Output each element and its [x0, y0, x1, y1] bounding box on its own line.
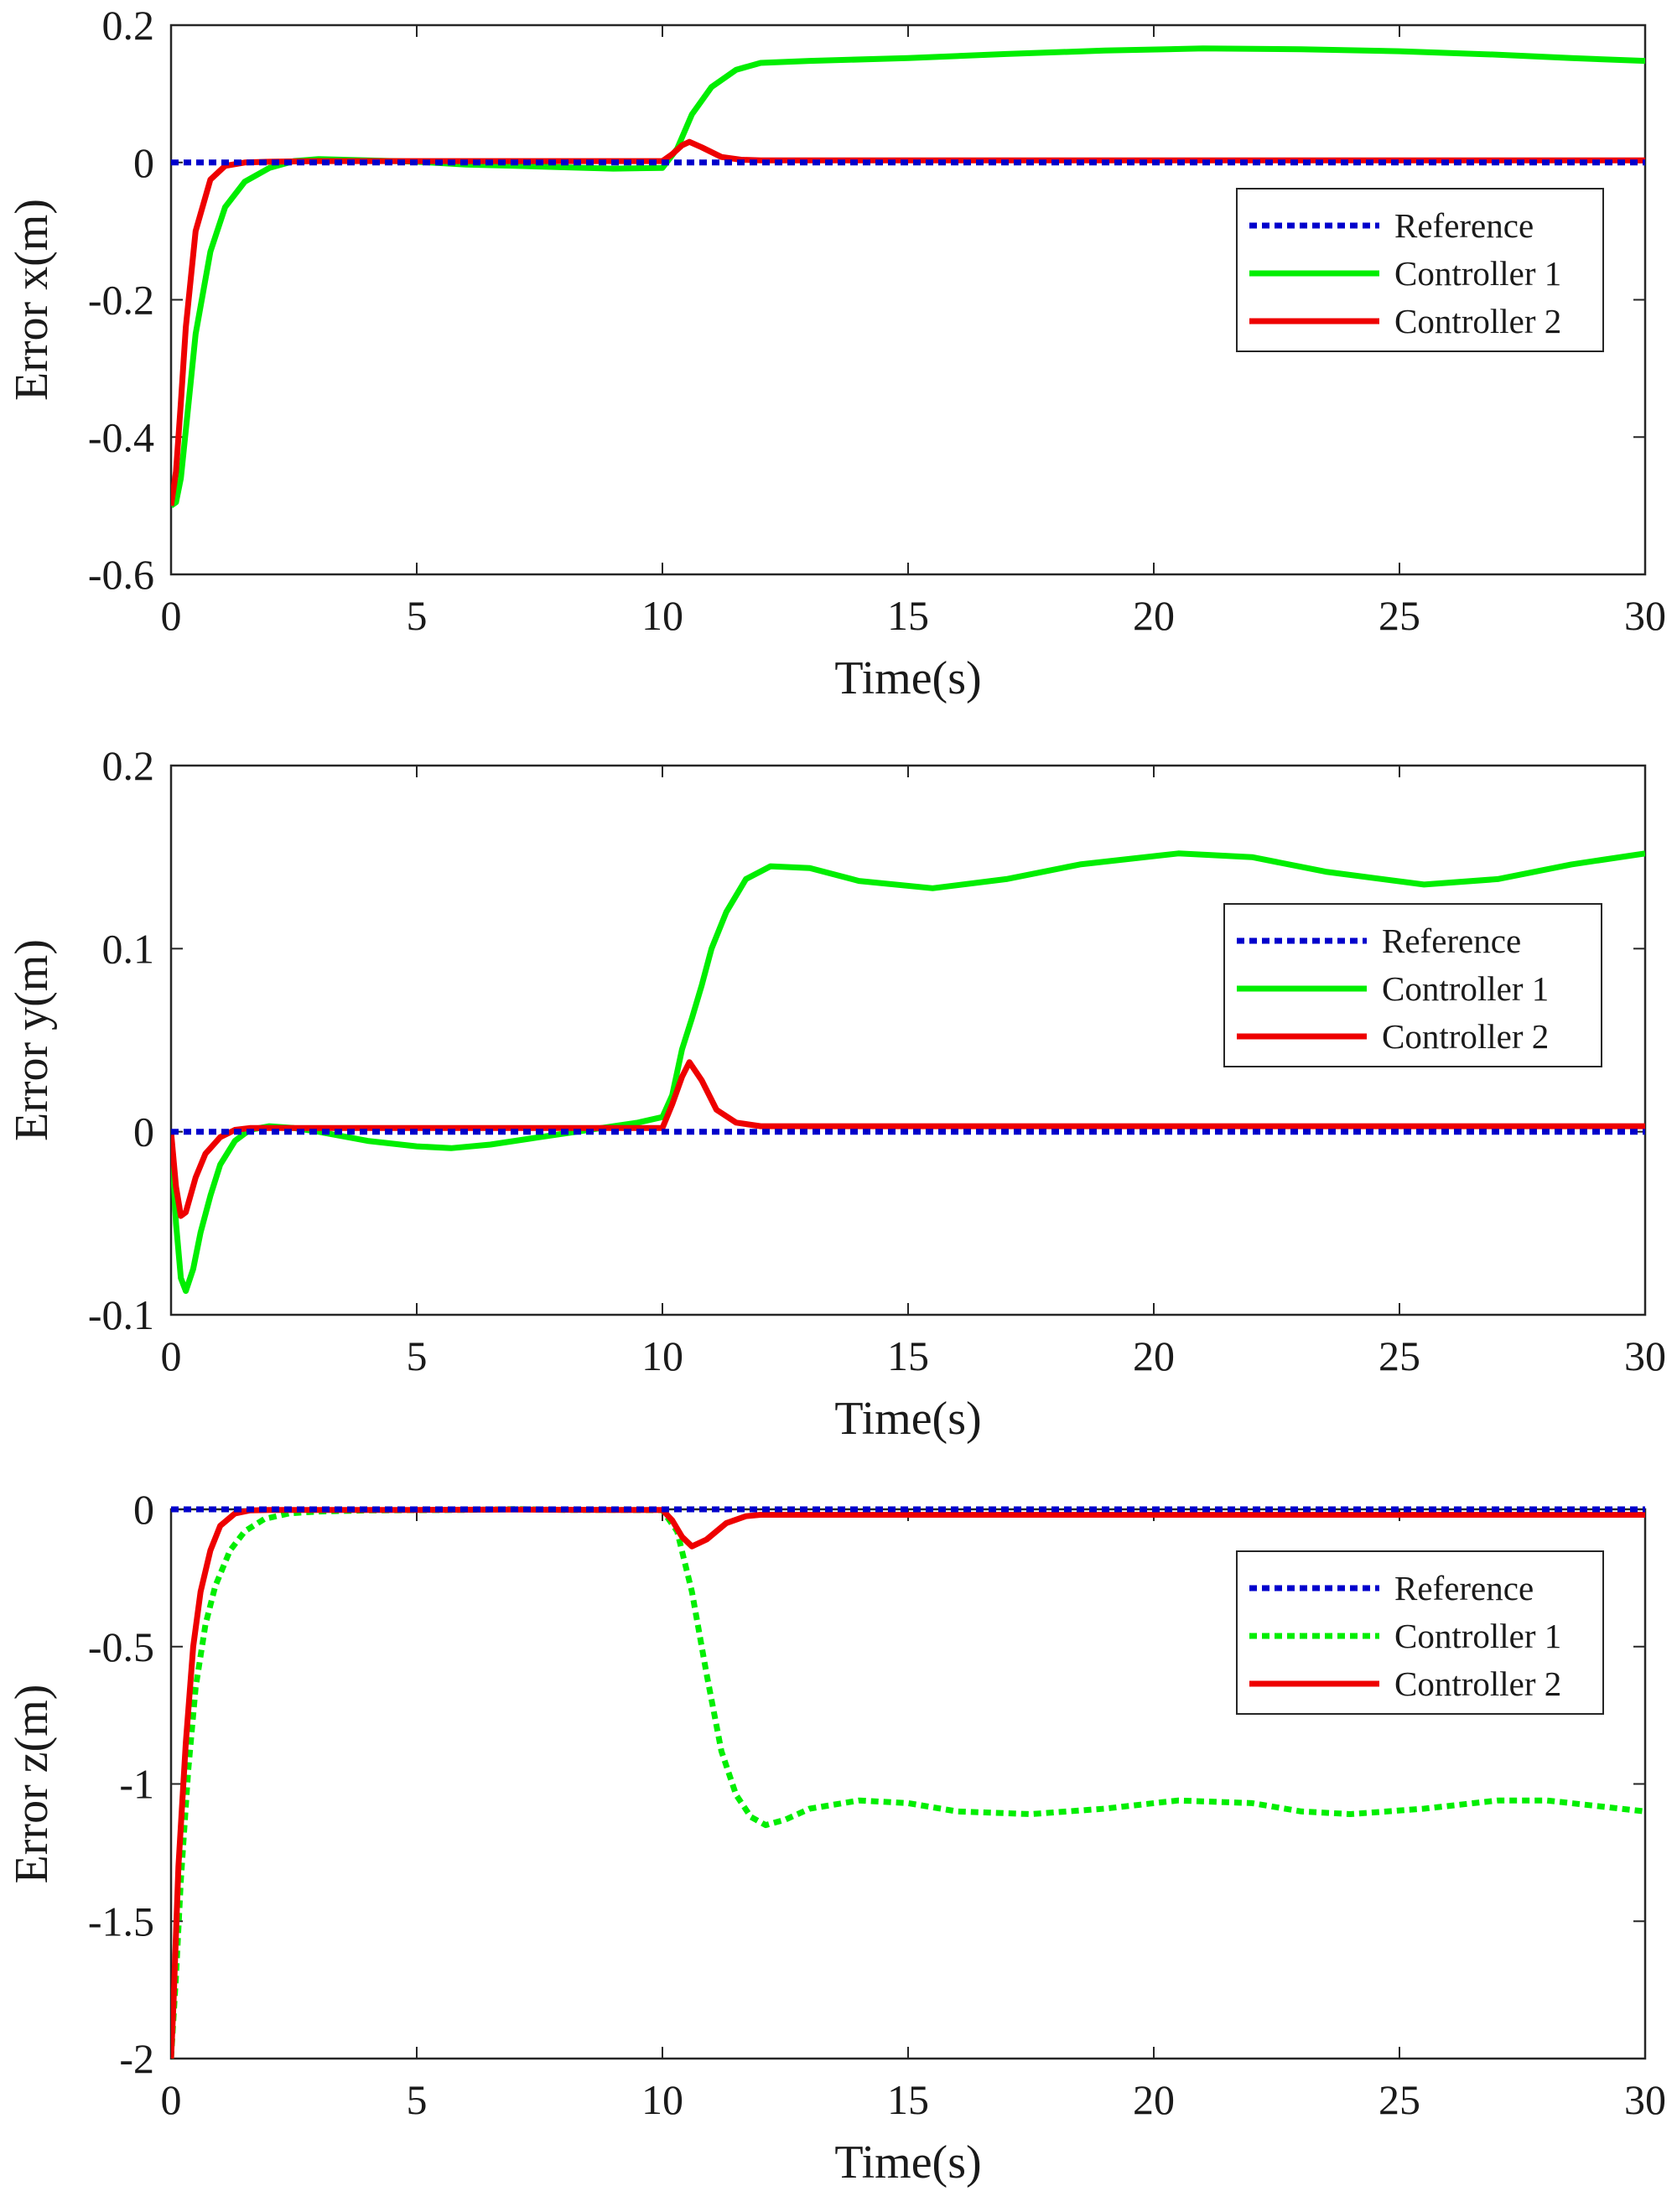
y-tick-label: -2	[119, 2035, 154, 2082]
x-tick-label: 0	[161, 2076, 182, 2123]
x-axis-label: Time(s)	[834, 2137, 981, 2189]
series-controller-1-line	[171, 45, 1645, 508]
y-tick-label: -1.5	[88, 1898, 154, 1945]
y-tick-label: -0.6	[88, 551, 154, 598]
y-tick-label: 0	[133, 139, 154, 186]
legend-label: Reference	[1394, 1569, 1534, 1607]
x-tick-label: 30	[1624, 1332, 1666, 1379]
x-axis-label: Time(s)	[834, 1393, 981, 1445]
y-tick-label: -0.1	[88, 1291, 154, 1338]
x-tick-label: 20	[1133, 592, 1175, 639]
legend-box	[1236, 188, 1604, 352]
panel-error-z: 0 5 10 15 20 25 30 0 -0.5 -1 -1.5 -2 Time(s) Error z(…	[6, 1486, 1666, 2189]
x-tick-label: 25	[1378, 2076, 1420, 2123]
legend: Reference Controller 1 Controller 2	[1236, 188, 1604, 352]
x-tick-label: 15	[887, 2076, 929, 2123]
x-axis-label: Time(s)	[834, 652, 981, 704]
y-tick-label: 0	[133, 1109, 154, 1155]
legend-label: Controller 1	[1382, 969, 1549, 1008]
y-tick-label: 0	[133, 1486, 154, 1533]
x-tick-label: 25	[1378, 592, 1420, 639]
x-tick-label: 10	[641, 1332, 683, 1379]
x-tick-label: 5	[407, 2076, 428, 2123]
y-tick-label: 0.2	[102, 2, 155, 49]
legend-label: Reference	[1394, 206, 1534, 245]
x-tick-label: 0	[161, 592, 182, 639]
series-controller-1-line	[171, 1506, 1645, 2059]
x-tick-label: 25	[1378, 1332, 1420, 1379]
x-tick-label: 0	[161, 1332, 182, 1379]
x-tick-label: 30	[1624, 2076, 1666, 2123]
series-controller-2-line	[171, 1059, 1645, 1219]
legend-label: Controller 1	[1394, 254, 1561, 293]
x-tick-label: 10	[641, 2076, 683, 2123]
legend-label: Controller 2	[1394, 1664, 1561, 1703]
x-tick-label: 20	[1133, 2076, 1175, 2123]
y-axis-label: Error z(m)	[6, 1685, 58, 1884]
y-tick-label: -0.5	[88, 1623, 154, 1670]
x-tick-label: 5	[407, 592, 428, 639]
y-tick-label: 0.1	[102, 925, 155, 972]
y-axis-label: Error x(m)	[6, 199, 58, 401]
panel-error-x: 0 5 10 15 20 25 30 0.2 0 -0.2 -0.4 -0.6 Time(s) Error…	[6, 2, 1666, 704]
legend-label: Reference	[1382, 922, 1521, 960]
y-tick-label: -0.4	[88, 413, 154, 460]
x-tick-label: 15	[887, 592, 929, 639]
x-tick-label: 30	[1624, 592, 1666, 639]
legend-label: Controller 2	[1394, 302, 1561, 340]
y-axis-label: Error y(m)	[6, 939, 58, 1141]
x-tick-label: 20	[1133, 1332, 1175, 1379]
legend: Reference Controller 1 Controller 2	[1223, 903, 1602, 1067]
y-tick-label: -0.2	[88, 277, 154, 324]
x-tick-label: 10	[641, 592, 683, 639]
legend-box	[1236, 1550, 1604, 1715]
x-tick-label: 15	[887, 1332, 929, 1379]
y-tick-label: 0.2	[102, 742, 155, 789]
legend-label: Controller 1	[1394, 1617, 1561, 1655]
series-controller-1-line	[171, 850, 1645, 1295]
legend: Reference Controller 1 Controller 2	[1236, 1550, 1604, 1715]
legend-label: Controller 2	[1382, 1017, 1549, 1056]
x-tick-label: 5	[407, 1332, 428, 1379]
y-tick-label: -1	[119, 1761, 154, 1808]
legend-box	[1223, 903, 1602, 1067]
